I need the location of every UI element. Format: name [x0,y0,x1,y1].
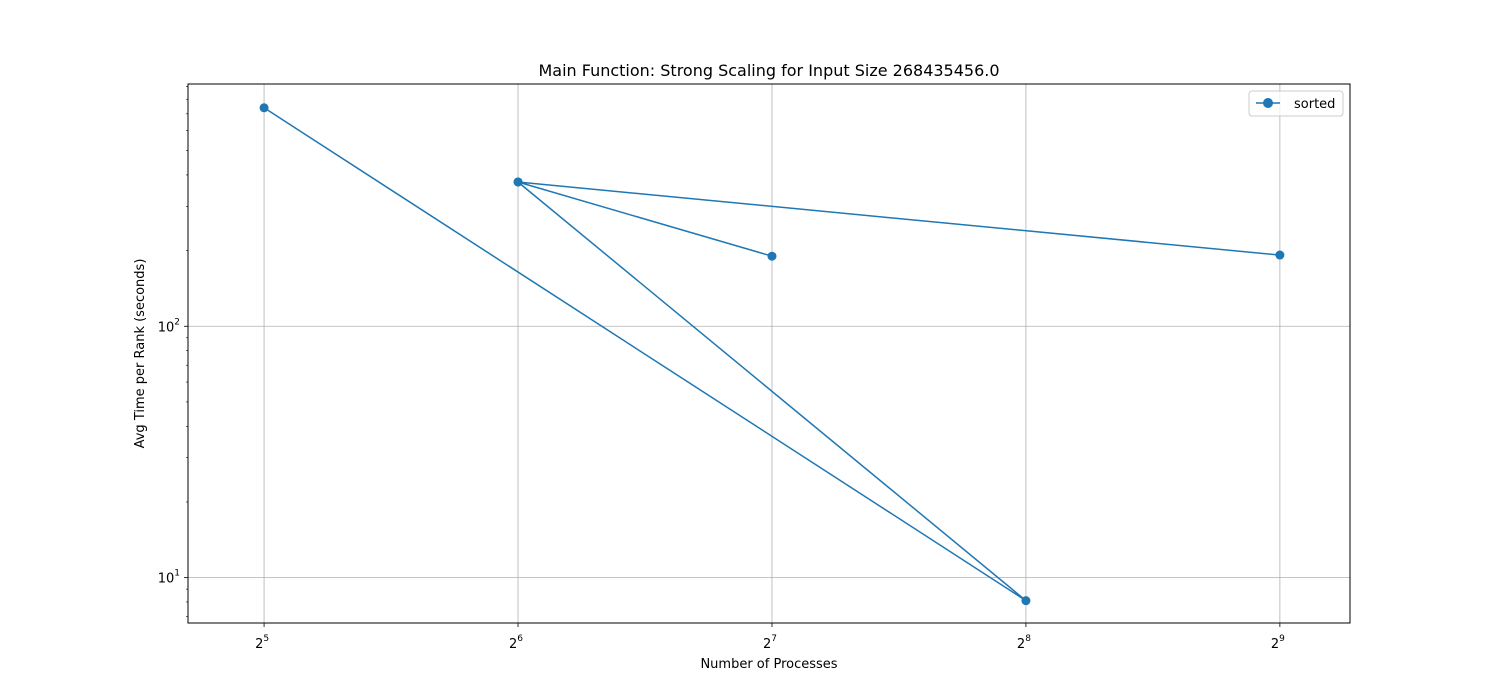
y-axis-ticks: 101 102 [158,86,188,617]
data-point [259,103,269,113]
data-point [1275,250,1285,260]
data-point [1021,596,1031,606]
y-tick-label: 102 [158,317,180,335]
y-axis-label: Avg Time per Rank (seconds) [133,259,148,449]
legend-box [1248,90,1344,117]
legend: sorted [1248,90,1344,117]
x-axis-label: Number of Processes [700,657,837,672]
x-tick-label: 25 [255,634,269,652]
legend-marker-sorted [1263,98,1273,108]
data-point [513,177,523,187]
x-axis-ticks: 25 26 27 28 29 [255,623,1285,652]
grid [188,84,1350,623]
y-tick-label: 101 [158,569,180,587]
chart-title: Main Function: Strong Scaling for Input … [538,61,999,80]
series-layer [259,103,1285,606]
data-point [767,251,777,261]
legend-label-sorted: sorted [1294,97,1335,112]
series-line-sorted [263,107,1280,602]
plot-frame [187,83,1351,624]
x-tick-label: 27 [763,634,777,652]
x-tick-label: 28 [1017,634,1031,652]
x-tick-label: 26 [509,634,523,652]
x-tick-label: 29 [1271,634,1285,652]
